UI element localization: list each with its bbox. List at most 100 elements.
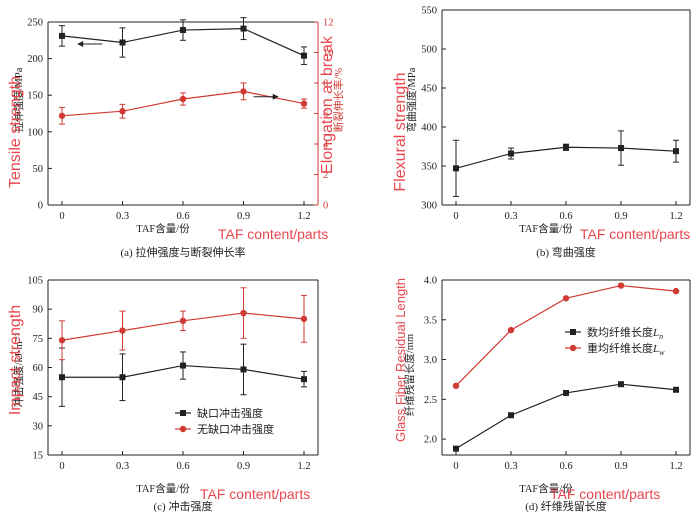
x-axis-label: TAF含量/份 [136, 222, 190, 235]
y-axis-label: 冲击强度/kJ·m⁻² [12, 333, 25, 408]
data-point [453, 445, 459, 452]
y2-tick-label: 8 [323, 79, 328, 90]
y-tick-label: 100 [27, 127, 43, 138]
chart-d: 0 0.3 0.6 0.9 1.2 2.0 2.5 3.0 3.5 4.0 TAF含量/份 纤维残留长… [393, 276, 691, 513]
data-point [58, 112, 66, 119]
y-tick-label: 4.0 [424, 276, 437, 287]
x-tick-label: 0.3 [116, 461, 129, 472]
data-point [300, 100, 308, 107]
y-tick-label: 250 [27, 18, 43, 29]
y-axis-label: 纤维残留长度/mm [403, 334, 416, 416]
data-point [240, 25, 247, 32]
data-point [507, 326, 515, 334]
data-point [301, 376, 307, 383]
y-tick-label: 300 [421, 201, 437, 212]
caption: (d) 纤维残留长度 [525, 499, 607, 513]
data-point [180, 362, 186, 369]
data-point [673, 386, 679, 393]
right-axis-arrowhead [272, 93, 279, 100]
x-tick-label: 0.3 [116, 211, 129, 222]
data-point [300, 315, 308, 323]
x-tick-label: 0.3 [504, 461, 517, 472]
left-axis-arrowhead [77, 40, 84, 47]
series-0 [453, 381, 679, 452]
data-point [618, 145, 624, 152]
x-tick-label: 0.9 [237, 211, 250, 222]
legend-label: 重均纤维长度Lw [587, 341, 665, 357]
y-tick-label: 3.5 [424, 315, 437, 326]
legend-marker [569, 344, 577, 352]
data-point [180, 27, 186, 34]
y-tick-label: 0 [38, 201, 43, 212]
data-point [58, 337, 66, 344]
y-tick-label: 450 [421, 84, 437, 95]
x-tick-label: 1.2 [669, 461, 682, 472]
y-tick-label: 15 [33, 451, 44, 462]
data-point [119, 39, 126, 46]
x-tick-label: 1.2 [297, 211, 310, 222]
y-tick-label: 2.0 [424, 435, 437, 446]
y-axis-label-en: Glass Fiber Residual Length [393, 278, 408, 442]
series-1 [58, 287, 308, 361]
y-tick-label: 150 [27, 91, 43, 102]
y-tick-label: 60 [33, 363, 44, 374]
chart-b: 0 0.3 0.6 0.9 1.2 300 350 400 450 500 550 TAF含量/份 弯曲… [392, 6, 691, 259]
data-point [673, 148, 679, 155]
x-tick-label: 0.6 [176, 211, 189, 222]
x-tick-label: 0.6 [176, 461, 189, 472]
x-axis-label-en: TAF content/parts [580, 226, 690, 242]
data-point [508, 412, 514, 419]
x-tick-label: 0.9 [614, 461, 627, 472]
series-0 [59, 17, 307, 65]
x-tick-label: 0.9 [237, 461, 250, 472]
data-point [618, 381, 624, 388]
series-1 [58, 82, 308, 125]
y-tick-label: 2.5 [424, 395, 437, 406]
y-tick-label: 500 [421, 45, 437, 56]
y-tick-label: 550 [421, 6, 437, 17]
x-tick-label: 0 [59, 461, 64, 472]
data-point [59, 374, 65, 381]
x-tick-label: 0.3 [504, 211, 517, 222]
data-point [179, 95, 187, 103]
y2-tick-label: 0 [323, 201, 328, 212]
x-tick-label: 0.9 [614, 211, 627, 222]
caption: (b) 弯曲强度 [536, 245, 596, 259]
legend-marker [179, 425, 187, 433]
data-point [59, 32, 65, 39]
y-axis-label: 拉伸强度/MPa [12, 67, 25, 132]
data-point [617, 282, 625, 289]
y-axis-label-en: Impact strength [7, 305, 24, 415]
data-point [563, 389, 569, 396]
y-tick-label: 45 [33, 392, 44, 403]
x-tick-label: 0 [453, 211, 458, 222]
data-point [240, 309, 247, 317]
data-point [563, 144, 569, 151]
y2-axis-label-en: Elongation at break [319, 35, 336, 174]
data-point [179, 317, 187, 325]
x-tick-label: 1.2 [297, 461, 310, 472]
y-tick-label: 3.0 [424, 355, 437, 366]
chart-c: 0 0.3 0.6 0.9 1.2 15 30 45 60 75 90 105 TAF含量/份 冲击强度/… [7, 276, 319, 513]
x-tick-label: 0.6 [559, 461, 572, 472]
series-0 [59, 343, 307, 407]
y2-tick-label: 4 [323, 140, 329, 151]
x-axis-label: TAF含量/份 [519, 222, 573, 235]
y2-tick-label: 2 [323, 170, 328, 181]
x-axis-label-en: TAF content/parts [218, 226, 328, 242]
legend-marker [570, 329, 576, 335]
series-0 [453, 130, 679, 197]
data-point [119, 108, 126, 115]
y-axis-label: 弯曲强度/MPa [405, 67, 418, 132]
data-point [672, 287, 680, 295]
y-tick-label: 90 [33, 305, 44, 316]
y-tick-label: 350 [421, 162, 437, 173]
data-point [452, 382, 460, 389]
y-axis-label-en: Tensile strength [7, 76, 24, 188]
series-1 [452, 282, 680, 389]
x-axis-label: TAF含量/份 [136, 482, 190, 495]
x-axis-label-en: TAF content/parts [550, 486, 660, 502]
y-tick-label: 30 [33, 421, 44, 432]
